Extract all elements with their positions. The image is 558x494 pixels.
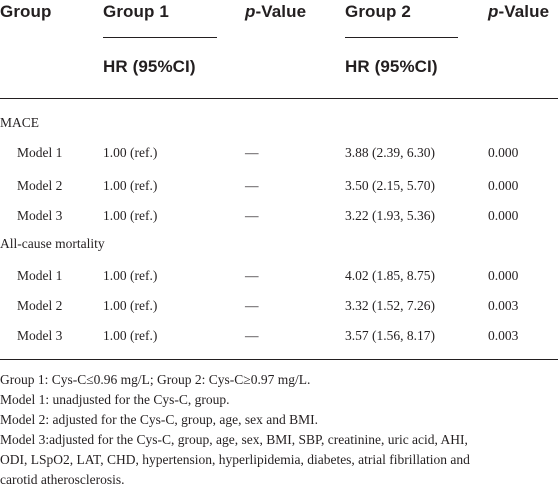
row-group2-hr: 4.02 (1.85, 8.75) [345, 268, 435, 283]
row-pvalue2: 0.000 [488, 268, 519, 283]
row-group2-hr: 3.32 (1.52, 7.26) [345, 298, 435, 313]
footnote-model2: Model 2: adjusted for the Cys-C, group, … [0, 412, 318, 427]
row-model: Model 1 [17, 268, 63, 283]
header-pvalue1-p: p [245, 2, 256, 21]
row-pvalue2: 0.000 [488, 145, 519, 160]
row-group1-hr: 1.00 (ref.) [103, 145, 158, 160]
header-pvalue1-suffix: -Value [255, 2, 307, 21]
footnote-model3-line1: Model 3:adjusted for the Cys-C, group, a… [0, 432, 468, 447]
row-model: Model 1 [17, 145, 63, 160]
row-model: Model 2 [17, 298, 63, 313]
row-pvalue1: — [245, 178, 259, 193]
header-group: Group [0, 2, 52, 21]
header-group2: Group 2 [345, 2, 411, 21]
group1-underline [103, 37, 217, 38]
row-group1-hr: 1.00 (ref.) [103, 178, 158, 193]
row-pvalue2: 0.003 [488, 328, 519, 343]
row-pvalue2: 0.003 [488, 298, 519, 313]
row-model: Model 3 [17, 208, 63, 223]
header-pvalue2-suffix: -Value [498, 2, 550, 21]
row-pvalue2: 0.000 [488, 178, 519, 193]
row-model: Model 3 [17, 328, 63, 343]
row-pvalue1: — [245, 328, 259, 343]
row-group2-hr: 3.22 (1.93, 5.36) [345, 208, 435, 223]
footnote-model1: Model 1: unadjusted for the Cys-C, group… [0, 392, 230, 407]
row-group2-hr: 3.50 (2.15, 5.70) [345, 178, 435, 193]
row-pvalue1: — [245, 268, 259, 283]
section-title: MACE [0, 115, 40, 130]
table-bottom-rule [0, 359, 558, 360]
row-group2-hr: 3.88 (2.39, 6.30) [345, 145, 435, 160]
row-model: Model 2 [17, 178, 63, 193]
row-pvalue1: — [245, 208, 259, 223]
header-pvalue1: p-Value [245, 2, 306, 22]
row-group2-hr: 3.57 (1.56, 8.17) [345, 328, 435, 343]
header-bottom-rule [0, 98, 558, 99]
footnote-groups: Group 1: Cys-C≤0.96 mg/L; Group 2: Cys-C… [0, 372, 311, 387]
row-group1-hr: 1.00 (ref.) [103, 208, 158, 223]
row-group1-hr: 1.00 (ref.) [103, 328, 158, 343]
footnote-model3-line2: ODI, LSpO2, LAT, CHD, hypertension, hype… [0, 452, 470, 467]
row-group1-hr: 1.00 (ref.) [103, 298, 158, 313]
section-title: All-cause mortality [0, 236, 105, 251]
header-pvalue2: p-Value [488, 2, 549, 22]
row-pvalue2: 0.000 [488, 208, 519, 223]
row-pvalue1: — [245, 298, 259, 313]
header-hr1: HR (95%CI) [103, 57, 196, 76]
footnote-model3-line3: carotid atherosclerosis. [0, 472, 125, 487]
header-hr2: HR (95%CI) [345, 57, 438, 76]
row-group1-hr: 1.00 (ref.) [103, 268, 158, 283]
row-pvalue1: — [245, 145, 259, 160]
group2-underline [345, 37, 458, 38]
header-pvalue2-p: p [488, 2, 499, 21]
footnotes: Group 1: Cys-C≤0.96 mg/L; Group 2: Cys-C… [0, 370, 558, 490]
header-group1: Group 1 [103, 2, 169, 21]
